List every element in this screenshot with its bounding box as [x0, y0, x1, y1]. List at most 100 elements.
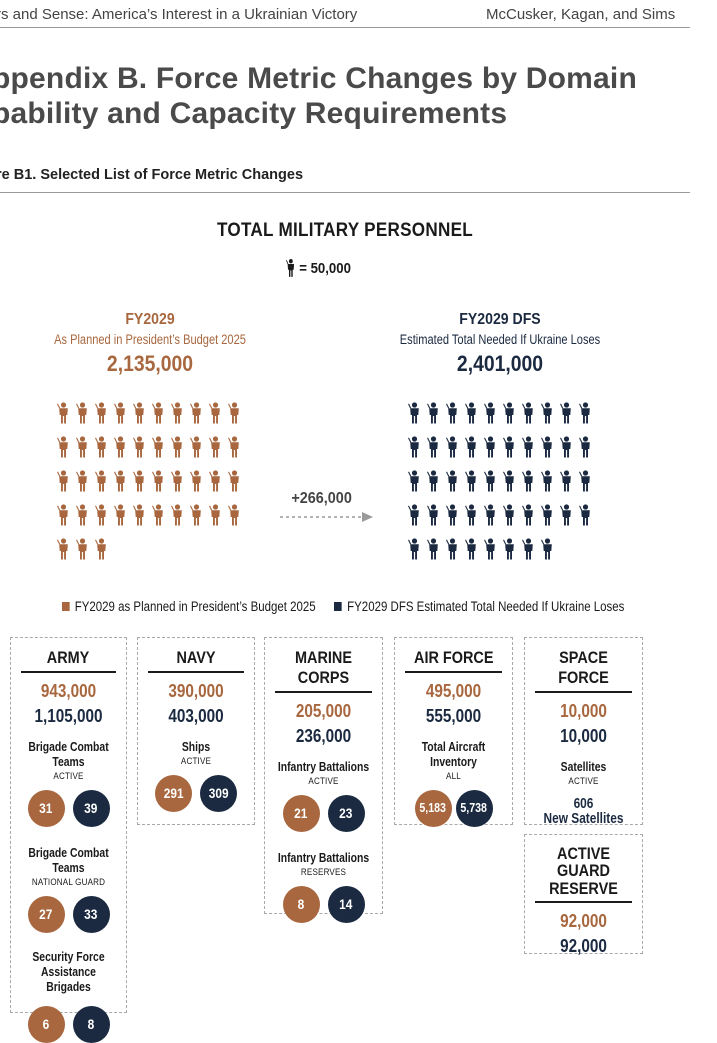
soldier-icon — [114, 470, 125, 492]
soldier-icon — [408, 470, 419, 492]
marine-corps-metric1-needed: 23 — [327, 794, 365, 832]
space-force-metric1-value: 606 — [573, 795, 594, 812]
soldier-icon — [503, 538, 514, 560]
soldier-icon — [76, 470, 87, 492]
soldier-icon — [114, 504, 125, 526]
soldier-icon — [465, 470, 476, 492]
soldier-icon — [541, 504, 552, 526]
navy-planned: 390,000 — [168, 680, 224, 701]
army-title: ARMY — [47, 648, 90, 667]
appendix-title-line1: ppendix B. Force Metric Changes by Domai… — [0, 62, 637, 95]
icon-key: = 50,000 — [286, 258, 351, 278]
soldier-icon — [560, 402, 571, 424]
air-force-metric1-planned: 5,183 — [414, 789, 452, 827]
air-force-metric1-needed: 5,738 — [455, 789, 493, 827]
soldier-icon — [465, 504, 476, 526]
army-metric3-label-1: Security Force — [32, 948, 105, 964]
marine-corps-metric1-label: Infantry Battalions — [277, 758, 370, 774]
soldier-icon — [171, 470, 182, 492]
header-divider — [0, 27, 690, 28]
legend-needed-label: FY2029 DFS Estimated Total Needed If Ukr… — [347, 599, 625, 614]
soldier-icon — [503, 504, 514, 526]
navy-needed: 403,000 — [168, 705, 224, 726]
soldier-icon — [190, 504, 201, 526]
space-force-planned: 10,000 — [560, 700, 607, 721]
soldier-icon — [484, 538, 495, 560]
legend-planned-swatch — [62, 602, 70, 611]
marine-corps-metric2-needed: 14 — [327, 885, 365, 923]
right-arrow-icon — [280, 512, 373, 522]
soldier-icon — [446, 504, 457, 526]
navy-card: NAVY 390,000 403,000 Ships ACTIVE 291 30… — [137, 637, 255, 825]
marine-corps-planned: 205,000 — [295, 700, 352, 721]
soldier-icon — [190, 436, 201, 458]
soldier-icon — [408, 436, 419, 458]
soldier-icon — [114, 436, 125, 458]
agr-planned: 92,000 — [560, 910, 607, 931]
soldier-icon — [95, 538, 106, 560]
soldier-icon — [209, 470, 220, 492]
space-force-metric1-label: Satellites — [560, 758, 607, 774]
soldier-icon — [152, 470, 163, 492]
soldier-icon — [95, 402, 106, 424]
appendix-title-line2: pability and Capacity Requirements — [0, 97, 508, 130]
soldier-icon — [503, 402, 514, 424]
marine-corps-title-rule — [275, 691, 372, 693]
soldier-icon — [57, 470, 68, 492]
army-metric3-needed: 8 — [72, 1005, 110, 1043]
soldier-icon — [209, 402, 220, 424]
soldier-icon — [57, 402, 68, 424]
army-metric2-needed: 33 — [72, 895, 110, 933]
soldier-icon — [446, 538, 457, 560]
navy-title-rule — [148, 671, 244, 673]
soldier-icon — [484, 504, 495, 526]
navy-metric1-sub: ACTIVE — [180, 755, 212, 767]
soldier-icon — [484, 470, 495, 492]
figure-divider — [0, 192, 690, 193]
soldier-icon — [152, 402, 163, 424]
space-force-metric1-sub: ACTIVE — [568, 775, 599, 787]
soldier-icon — [228, 504, 239, 526]
air-force-card: AIR FORCE 495,000 555,000 Total Aircraft… — [394, 637, 513, 827]
soldier-icon — [57, 538, 68, 560]
running-header-title: rs and Sense: America’s Interest in a Uk… — [0, 6, 358, 23]
soldier-icon — [522, 470, 533, 492]
air-force-metric1-sub: ALL — [446, 770, 461, 782]
air-force-title-rule — [405, 671, 502, 673]
navy-metric1-planned: 291 — [155, 774, 192, 812]
soldier-icon — [408, 538, 419, 560]
needed-year: FY2029 DFS — [459, 311, 541, 328]
soldier-icon — [446, 436, 457, 458]
soldier-icon — [427, 436, 438, 458]
marine-corps-title: MARINE CORPS — [294, 648, 353, 687]
marine-corps-metric1-sub: ACTIVE — [308, 775, 339, 787]
soldier-icon — [579, 470, 590, 492]
air-force-needed: 555,000 — [425, 705, 482, 726]
soldier-icon — [579, 436, 590, 458]
soldier-icon — [133, 402, 144, 424]
soldier-icon — [114, 402, 125, 424]
soldier-icon — [95, 504, 106, 526]
marine-corps-metric2-sub: RESERVES — [300, 866, 347, 878]
needed-subtitle: Estimated Total Needed If Ukraine Loses — [399, 332, 601, 347]
soldier-icon — [57, 504, 68, 526]
marine-corps-metric1-planned: 21 — [282, 794, 320, 832]
space-force-title: SPACE FORCE — [558, 648, 609, 687]
soldier-icon — [427, 470, 438, 492]
soldier-icon — [522, 504, 533, 526]
army-metric3-planned: 6 — [27, 1005, 65, 1043]
soldier-icon — [427, 402, 438, 424]
soldier-icon — [152, 436, 163, 458]
running-header-authors: McCusker, Kagan, and Sims — [486, 6, 676, 23]
icon-key-text: = 50,000 — [299, 259, 351, 277]
army-planned: 943,000 — [40, 680, 97, 701]
soldier-icon — [171, 402, 182, 424]
soldier-icon — [190, 402, 201, 424]
air-force-planned: 495,000 — [425, 680, 482, 701]
agr-title-rule — [535, 901, 632, 903]
army-metric2-planned: 27 — [27, 895, 65, 933]
soldier-icon — [228, 436, 239, 458]
soldier-icon — [152, 504, 163, 526]
soldier-icon — [465, 402, 476, 424]
soldier-icon — [95, 436, 106, 458]
